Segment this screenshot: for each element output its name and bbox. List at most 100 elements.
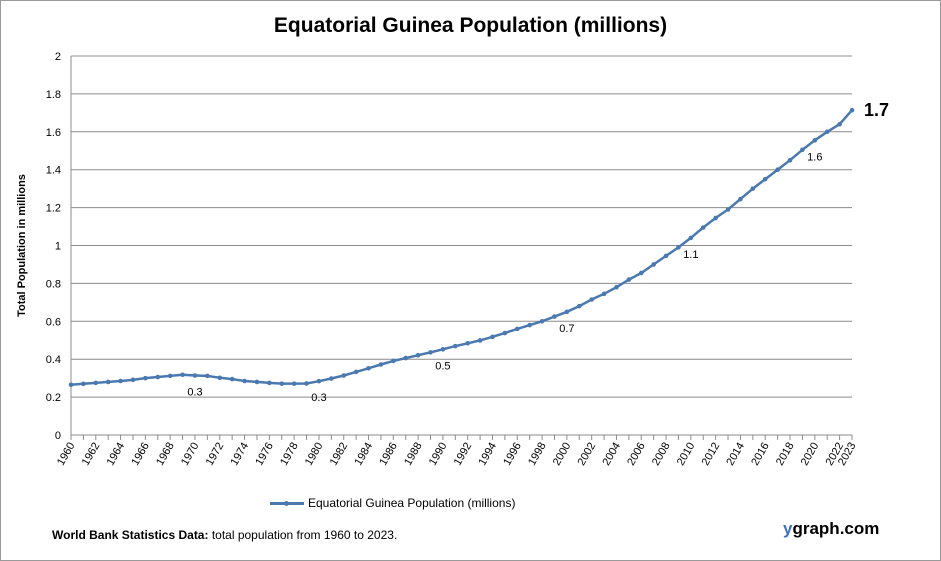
data-point <box>205 373 210 379</box>
x-tick-label: 1962 <box>80 441 103 468</box>
data-point <box>688 235 694 241</box>
data-point <box>552 314 557 319</box>
data-point <box>428 350 433 355</box>
data-point <box>651 262 656 267</box>
y-tick-label: 0.8 <box>46 278 61 290</box>
data-point <box>192 373 198 378</box>
data-point <box>614 284 619 290</box>
data-point <box>837 121 842 127</box>
data-label: 0.3 <box>187 386 202 398</box>
data-point <box>329 376 334 381</box>
y-tick-label: 1 <box>55 241 61 253</box>
data-point <box>143 375 148 381</box>
x-tick-label: 2006 <box>625 441 648 468</box>
data-point <box>378 362 384 367</box>
data-point <box>539 319 545 324</box>
x-tick-label: 1970 <box>179 441 202 468</box>
x-tick-label: 1964 <box>105 441 128 468</box>
data-point <box>81 381 86 387</box>
x-tick-label: 1992 <box>452 441 475 468</box>
x-tick-label: 2004 <box>600 441 623 468</box>
data-point <box>415 352 421 358</box>
data-point <box>304 381 309 386</box>
data-label: 0.3 <box>311 392 326 404</box>
data-point <box>589 297 594 302</box>
data-point <box>527 322 532 328</box>
data-point <box>663 253 669 259</box>
data-point <box>564 309 570 315</box>
data-point <box>465 340 470 346</box>
footer-note: World Bank Statistics Data: total popula… <box>52 528 397 542</box>
data-label: 0.5 <box>435 360 450 372</box>
series-line <box>70 109 853 387</box>
data-point <box>217 375 223 381</box>
legend-label: Equatorial Guinea Population (millions) <box>308 496 516 510</box>
data-point <box>812 138 818 143</box>
data-point <box>849 107 855 113</box>
data-point <box>762 176 768 182</box>
data-point <box>700 225 706 230</box>
data-point <box>353 369 359 375</box>
data-point <box>366 365 371 371</box>
data-point <box>242 378 247 384</box>
y-tick-label: 1.6 <box>46 127 61 139</box>
x-tick-label: 2008 <box>650 441 673 468</box>
footer-source: World Bank Statistics Data: <box>52 528 209 542</box>
x-tick-label: 2018 <box>774 441 797 468</box>
data-point <box>391 358 396 364</box>
data-point <box>341 373 347 378</box>
x-tick-label: 1986 <box>377 441 400 468</box>
x-tick-label: 1966 <box>129 441 152 468</box>
x-tick-label: 1998 <box>526 441 549 468</box>
x-tick-label: 1990 <box>427 441 450 468</box>
x-tick-label: 1978 <box>278 441 301 468</box>
legend: Equatorial Guinea Population (millions) <box>270 496 515 510</box>
data-label: 0.7 <box>559 323 574 335</box>
footer-text: total population from 1960 to 2023. <box>208 528 398 542</box>
y-tick-label: 1.8 <box>46 89 61 101</box>
x-tick-label: 2012 <box>700 441 723 468</box>
y-tick-label: 0.6 <box>46 316 61 328</box>
data-point <box>502 330 508 336</box>
legend-swatch <box>270 496 304 510</box>
data-point <box>477 338 483 343</box>
data-point <box>267 380 272 386</box>
data-point <box>180 372 185 378</box>
data-point <box>824 129 830 135</box>
x-tick-label: 1994 <box>476 441 499 468</box>
data-point <box>626 277 632 282</box>
data-point <box>775 167 780 172</box>
data-point <box>316 378 322 384</box>
last-value-label: 1.7 <box>864 100 889 120</box>
data-point <box>750 186 756 191</box>
brand-rest: graph.com <box>792 519 880 538</box>
data-point <box>130 377 136 383</box>
y-tick-label: 2 <box>55 51 61 63</box>
y-tick-label: 0 <box>55 430 61 442</box>
chart-title: Equatorial Guinea Population (millions) <box>273 14 668 37</box>
data-point <box>440 347 446 352</box>
data-point <box>800 147 805 153</box>
x-tick-label: 2014 <box>724 441 747 468</box>
data-point <box>229 376 235 382</box>
data-label: 1.1 <box>683 249 698 261</box>
x-tick-label: 1996 <box>501 441 524 468</box>
x-tick-label: 1972 <box>204 441 227 468</box>
x-tick-label: 2010 <box>675 441 698 468</box>
data-point <box>490 334 495 340</box>
brand-y: y <box>783 519 793 538</box>
x-tick-label: 2016 <box>749 441 772 468</box>
y-axis-title: Total Population in millions <box>16 174 28 317</box>
data-point <box>676 245 681 250</box>
data-point <box>787 157 793 163</box>
data-point <box>118 378 123 384</box>
data-point <box>514 326 520 332</box>
data-point <box>713 215 718 221</box>
data-point <box>601 291 607 297</box>
x-tick-label: 1988 <box>402 441 425 468</box>
data-point <box>576 303 582 309</box>
data-point <box>279 381 285 386</box>
data-point <box>638 270 644 276</box>
x-tick-label: 1974 <box>229 441 252 468</box>
